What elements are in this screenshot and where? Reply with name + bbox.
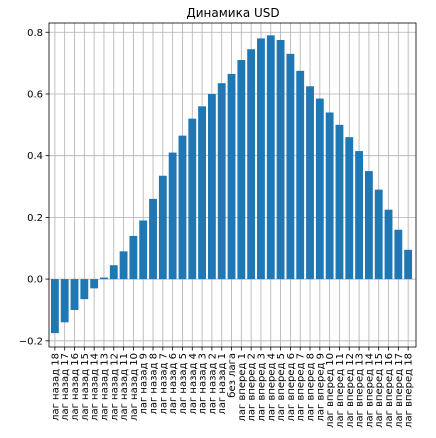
x-tick-label: лаг назад 9 [139, 353, 150, 415]
x-tick-label: лаг вперед 1 [237, 353, 248, 422]
x-tick-label: лаг назад 1 [217, 353, 228, 415]
y-tick-label: 0.6 [27, 89, 43, 100]
bar [119, 251, 128, 280]
x-tick-label: лаг назад 10 [129, 353, 140, 421]
bar [374, 189, 383, 280]
x-tick-label: лаг вперед 9 [315, 353, 326, 422]
bar [139, 220, 148, 280]
bar [227, 73, 236, 280]
bar [80, 279, 89, 300]
bar [364, 171, 373, 280]
x-tick-label: лаг назад 15 [80, 353, 91, 421]
x-tick-label: лаг вперед 8 [306, 353, 317, 422]
x-tick-label: лаг вперед 10 [325, 353, 336, 428]
x-tick-label: лаг вперед 17 [394, 353, 405, 428]
bar [306, 86, 314, 280]
y-tick-label: −0.2 [19, 336, 43, 347]
bar [217, 83, 226, 280]
bar [129, 235, 138, 280]
x-tick-label: лаг вперед 15 [374, 353, 385, 428]
x-tick-label: лаг вперед 16 [384, 353, 395, 428]
y-tick-label: 0.2 [27, 213, 43, 224]
x-tick-label: лаг вперед 6 [286, 353, 297, 422]
plot-frame [48, 22, 417, 348]
x-tick-label: лаг назад 12 [109, 353, 120, 421]
x-tick-label: лаг вперед 12 [345, 353, 356, 428]
bar [90, 279, 99, 289]
x-tick-label: лаг назад 11 [119, 353, 130, 421]
x-tick-label: лаг назад 14 [90, 353, 101, 421]
x-tick-label: лаг вперед 13 [355, 353, 366, 428]
bar [247, 49, 256, 280]
x-tick-label: лаг вперед 14 [364, 353, 375, 428]
x-tick-label: лаг вперед 11 [335, 353, 346, 428]
bar [70, 279, 79, 310]
bar [276, 39, 285, 280]
x-tick-label: лаг назад 16 [70, 353, 81, 421]
bar [325, 112, 334, 280]
bar [60, 279, 69, 323]
chart-title: Динамика USD [186, 6, 279, 20]
x-tick-label: лаг назад 4 [188, 353, 199, 415]
x-tick-label: лаг назад 3 [198, 353, 209, 415]
x-tick-label: лаг назад 13 [99, 353, 110, 421]
x-tick-label: лаг вперед 5 [276, 353, 287, 422]
bar [355, 151, 364, 280]
x-tick-label: лаг вперед 18 [404, 353, 415, 428]
bar [50, 279, 59, 334]
x-tick-label: лаг вперед 2 [247, 353, 258, 422]
x-tick-label: лаг назад 5 [178, 353, 189, 415]
bar [257, 38, 265, 280]
x-tick-label: лаг вперед 7 [296, 353, 307, 422]
x-tick-label: лаг вперед 3 [256, 353, 267, 422]
bar [335, 124, 344, 280]
bar [237, 60, 246, 280]
bar [384, 209, 393, 280]
bar [158, 175, 167, 280]
x-tick-label: лаг назад 18 [50, 353, 61, 421]
bar [315, 98, 324, 280]
bar [296, 70, 305, 280]
bar [286, 53, 295, 280]
bar [109, 265, 118, 280]
x-tick-label: без лага [227, 353, 238, 398]
y-tick-label: 0.0 [27, 275, 43, 286]
bar [207, 93, 216, 280]
x-tick-label: лаг назад 7 [158, 353, 169, 415]
x-tick-label: лаг вперед 4 [266, 353, 277, 422]
bar [404, 249, 413, 280]
x-tick-label: лаг назад 6 [168, 353, 179, 415]
bar [100, 277, 108, 280]
y-tick-label: 0.4 [27, 151, 43, 162]
bar [266, 35, 275, 280]
bar [168, 152, 177, 280]
bar [345, 137, 354, 280]
bar [394, 229, 403, 280]
bars [50, 35, 413, 334]
bar [188, 118, 197, 280]
x-tick-label: лаг назад 8 [149, 353, 160, 415]
x-tick-label: лаг назад 2 [207, 353, 218, 415]
x-tick-label: лаг назад 17 [60, 353, 71, 421]
bar [149, 198, 157, 280]
y-tick-label: 0.8 [27, 28, 43, 39]
bar [198, 106, 207, 280]
bar [178, 135, 187, 280]
